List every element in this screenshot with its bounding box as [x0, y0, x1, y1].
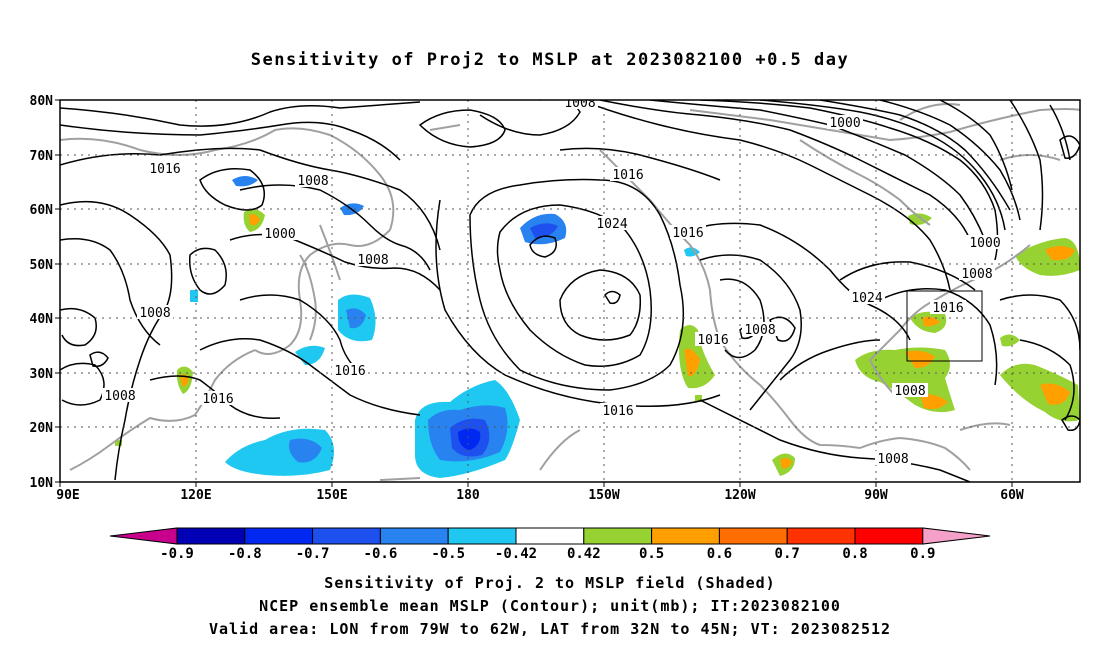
colorbar-label: -0.42: [495, 546, 537, 562]
colorbar-label: -0.7: [296, 546, 330, 562]
contour-label: 1008: [139, 306, 170, 321]
colorbar-label: -0.6: [364, 546, 398, 562]
mslp-contours: [60, 100, 1080, 482]
colorbar-segment: [379, 527, 449, 545]
colorbar-segment: [651, 527, 720, 545]
colorbar-segment: [583, 527, 653, 545]
contour-label: 1016: [672, 226, 703, 241]
graticule: [60, 100, 1080, 482]
contour-label: 1016: [697, 333, 728, 348]
contour-label: 1008: [104, 389, 135, 404]
contour-label: 1024: [596, 217, 627, 232]
lat-label: 30N: [30, 367, 54, 382]
lat-label: 50N: [30, 258, 54, 273]
contour-label: 1016: [149, 162, 180, 177]
contour-labels: 1008 1000 1016 1008 1000 1008 1016 1024 1016 1000…: [102, 96, 1003, 467]
color-bar: -0.9 -0.8 -0.7 -0.6 -0.5 -0.42 0.42 0.5 0.6 0.7 0.…: [109, 527, 991, 562]
contour-label: 1008: [297, 174, 328, 189]
colorbar-segment: [718, 527, 788, 545]
lon-label: 60W: [1000, 488, 1024, 503]
colorbar-low-extend: [109, 527, 178, 545]
contour-label: 1008: [564, 96, 595, 111]
caption-contour: NCEP ensemble mean MSLP (Contour); unit(…: [259, 597, 841, 615]
lon-label: 120E: [180, 488, 211, 503]
lat-label: 70N: [30, 149, 54, 164]
lat-label: 60N: [30, 203, 54, 218]
colorbar-label: 0.42: [567, 546, 601, 562]
colorbar-high-extend: [922, 527, 991, 545]
contour-label: 1016: [334, 364, 365, 379]
lon-label: 90W: [864, 488, 888, 503]
contour-label: 1008: [894, 384, 925, 399]
contour-label: 1016: [612, 168, 643, 183]
lon-label: 120W: [724, 488, 755, 503]
caption-shading: Sensitivity of Proj. 2 to MSLP field (Sh…: [324, 574, 776, 592]
colorbar-label: -0.5: [431, 546, 465, 562]
lon-label: 150E: [316, 488, 347, 503]
caption-valid-area: Valid area: LON from 79W to 62W, LAT fro…: [208, 620, 892, 638]
contour-label: 1016: [932, 301, 963, 316]
map-frame: [59, 99, 1081, 483]
lon-label: 150W: [588, 488, 619, 503]
contour-label: 1000: [829, 116, 860, 131]
contour-label: 1008: [961, 267, 992, 282]
contour-label: 1000: [264, 227, 295, 242]
contour-label: 1008: [744, 323, 775, 338]
lon-label: 180: [456, 488, 480, 503]
colorbar-segment: [786, 527, 856, 545]
lat-label: 80N: [30, 94, 54, 109]
colorbar-label: -0.8: [228, 546, 262, 562]
map-plot-area: 1008 1000 1016 1008 1000 1008 1016 1024 1016 1000…: [60, 96, 1080, 482]
contour-label: 1008: [877, 452, 908, 467]
colorbar-segment: [312, 527, 381, 545]
colorbar-segment: [854, 527, 924, 545]
chart-title: Sensitivity of Proj2 to MSLP at 20230821…: [250, 50, 850, 70]
colorbar-segment: [447, 527, 517, 545]
contour-label: 1016: [202, 392, 233, 407]
lat-label: 10N: [30, 476, 54, 491]
colorbar-segment: [176, 527, 246, 545]
lat-label: 40N: [30, 312, 54, 327]
colorbar-label: 0.9: [910, 546, 935, 562]
lat-label: 20N: [30, 421, 54, 436]
lon-label: 90E: [56, 488, 79, 503]
colorbar-segment: [515, 527, 585, 545]
colorbar-label: 0.5: [639, 546, 664, 562]
colorbar-label: 0.6: [707, 546, 732, 562]
contour-label: 1016: [602, 404, 633, 419]
colorbar-segment: [244, 527, 314, 545]
colorbar-label: 0.7: [775, 546, 800, 562]
colorbar-label: 0.8: [842, 546, 867, 562]
sensitivity-shading: [115, 176, 1080, 478]
colorbar-label: -0.9: [160, 546, 194, 562]
contour-label: 1000: [969, 236, 1000, 251]
valid-area-box: [906, 290, 983, 362]
coastlines: [60, 103, 1080, 481]
contour-label: 1008: [357, 253, 388, 268]
contour-label: 1024: [851, 291, 882, 306]
